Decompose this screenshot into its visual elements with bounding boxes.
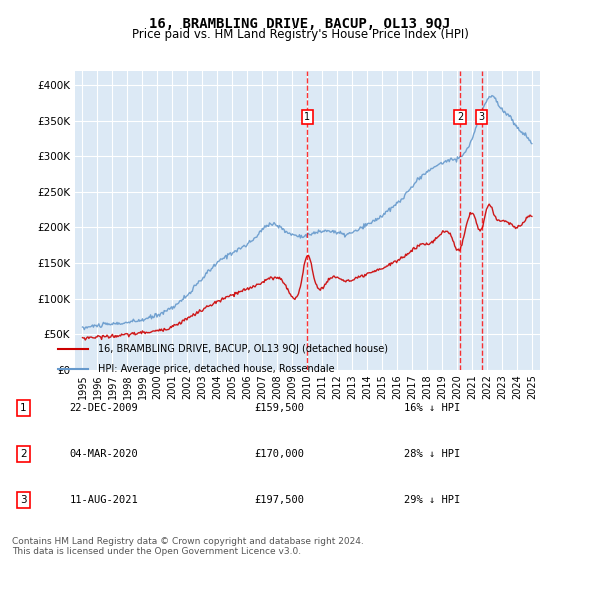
Text: 1: 1 (304, 112, 310, 122)
Text: 28% ↓ HPI: 28% ↓ HPI (404, 449, 460, 459)
Text: £170,000: £170,000 (254, 449, 304, 459)
Text: Price paid vs. HM Land Registry's House Price Index (HPI): Price paid vs. HM Land Registry's House … (131, 28, 469, 41)
Text: £197,500: £197,500 (254, 495, 304, 505)
Text: 3: 3 (20, 495, 27, 505)
Text: HPI: Average price, detached house, Rossendale: HPI: Average price, detached house, Ross… (98, 365, 335, 375)
Text: 1: 1 (20, 403, 27, 413)
Text: Contains HM Land Registry data © Crown copyright and database right 2024.
This d: Contains HM Land Registry data © Crown c… (12, 537, 364, 556)
Text: 16, BRAMBLING DRIVE, BACUP, OL13 9QJ (detached house): 16, BRAMBLING DRIVE, BACUP, OL13 9QJ (de… (98, 344, 388, 353)
Text: 22-DEC-2009: 22-DEC-2009 (70, 403, 139, 413)
Text: 04-MAR-2020: 04-MAR-2020 (70, 449, 139, 459)
Text: 16, BRAMBLING DRIVE, BACUP, OL13 9QJ: 16, BRAMBLING DRIVE, BACUP, OL13 9QJ (149, 17, 451, 31)
Text: £159,500: £159,500 (254, 403, 304, 413)
Text: 2: 2 (20, 449, 27, 459)
Text: 16% ↓ HPI: 16% ↓ HPI (404, 403, 460, 413)
Text: 29% ↓ HPI: 29% ↓ HPI (404, 495, 460, 505)
Text: 3: 3 (479, 112, 485, 122)
Text: 11-AUG-2021: 11-AUG-2021 (70, 495, 139, 505)
Text: 2: 2 (457, 112, 463, 122)
